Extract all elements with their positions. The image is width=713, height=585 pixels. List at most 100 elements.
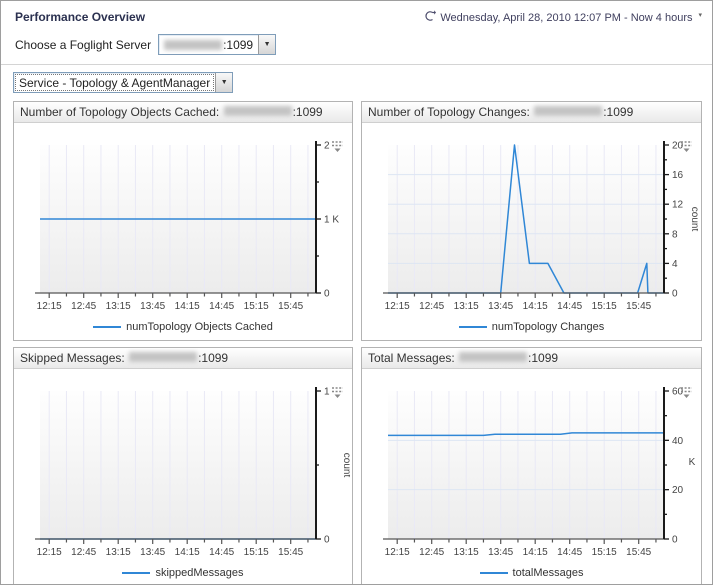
chart-title: Skipped Messages: :1099 <box>14 348 352 369</box>
page-title: Performance Overview <box>15 10 146 24</box>
svg-text:15:45: 15:45 <box>278 547 303 558</box>
redacted-server-name <box>129 352 198 362</box>
chart-body: 12:15 12:45 13:15 13:45 14:15 14:45 15:15 15:45… <box>14 383 352 584</box>
svg-text:13:15: 13:15 <box>454 547 479 558</box>
svg-text:16: 16 <box>672 170 684 181</box>
svg-text:4: 4 <box>672 259 678 270</box>
line-chart-topology-objects-cached: 12:15 12:45 13:15 13:45 14:15 14:45 15:15 15:45… <box>35 141 339 312</box>
server-selector-value: :1099 <box>159 35 258 54</box>
chart-panel-total-messages: Total Messages: :1099 12:15 12:45 13:15 13:… <box>361 347 702 584</box>
svg-text:2: 2 <box>324 141 330 152</box>
time-range-caret-icon: ▾ <box>698 11 702 19</box>
svg-text:15:15: 15:15 <box>592 547 617 558</box>
chart-legend: numTopology Changes <box>362 321 701 333</box>
svg-text:15:45: 15:45 <box>626 547 651 558</box>
charts-grid: Number of Topology Objects Cached: :1099… <box>1 99 712 584</box>
svg-text:12:15: 12:15 <box>37 547 62 558</box>
svg-text:15:15: 15:15 <box>592 301 617 312</box>
svg-text:12:15: 12:15 <box>385 547 410 558</box>
svg-text:13:15: 13:15 <box>106 301 131 312</box>
legend-line-sample <box>122 572 151 574</box>
svg-text:40: 40 <box>672 436 684 447</box>
svg-text:14:15: 14:15 <box>523 547 548 558</box>
server-selector-label: Choose a Foglight Server <box>15 37 152 52</box>
svg-text:15:45: 15:45 <box>626 301 651 312</box>
chart-title: Number of Topology Changes: :1099 <box>362 102 701 123</box>
legend-label: totalMessages <box>512 567 584 579</box>
svg-text:K: K <box>689 457 696 468</box>
legend-line-sample <box>458 326 487 328</box>
time-range-text: Wednesday, April 28, 2010 12:07 PM - Now… <box>440 11 693 24</box>
svg-text:1: 1 <box>324 387 330 398</box>
legend-label: skippedMessages <box>155 567 244 579</box>
redacted-server-name <box>534 106 603 116</box>
redacted-server-name <box>223 106 292 116</box>
chart-panel-skipped-messages: Skipped Messages: :1099 12:15 12:45 13:15 1… <box>13 347 353 584</box>
svg-text:12:45: 12:45 <box>419 301 444 312</box>
svg-text:12:15: 12:15 <box>37 301 62 312</box>
chart-options-icon[interactable] <box>678 386 694 399</box>
svg-text:0: 0 <box>672 289 678 300</box>
svg-text:13:45: 13:45 <box>488 547 513 558</box>
svg-text:13:45: 13:45 <box>140 301 165 312</box>
svg-text:20: 20 <box>672 485 684 496</box>
line-chart-skipped-messages: 12:15 12:45 13:15 13:45 14:15 14:45 15:15 15:45… <box>35 387 350 558</box>
time-range-icon <box>423 10 437 25</box>
line-chart-total-messages: 12:15 12:45 13:15 13:45 14:15 14:45 15:15 15:45… <box>383 387 696 558</box>
svg-text:13:45: 13:45 <box>488 301 513 312</box>
time-range-control[interactable]: Wednesday, April 28, 2010 12:07 PM - Now… <box>423 10 702 25</box>
svg-text:13:15: 13:15 <box>454 301 479 312</box>
svg-text:12:15: 12:15 <box>385 301 410 312</box>
service-selector-value: Service - Topology & AgentManager <box>14 73 215 92</box>
chart-title: Total Messages: :1099 <box>362 348 701 369</box>
separator-line <box>1 64 712 65</box>
svg-text:0: 0 <box>672 535 678 546</box>
svg-text:14:45: 14:45 <box>209 301 234 312</box>
chart-title: Number of Topology Objects Cached: :1099 <box>14 102 352 123</box>
svg-text:8: 8 <box>672 229 678 240</box>
svg-text:14:15: 14:15 <box>175 547 200 558</box>
svg-text:15:15: 15:15 <box>244 301 269 312</box>
svg-text:12:45: 12:45 <box>71 301 96 312</box>
svg-text:12: 12 <box>672 200 684 211</box>
svg-text:12:45: 12:45 <box>419 547 444 558</box>
dropdown-arrow-icon[interactable]: ▼ <box>258 35 276 54</box>
svg-text:12:45: 12:45 <box>71 547 96 558</box>
svg-text:count: count <box>341 453 350 478</box>
service-selector-row: Service - Topology & AgentManager ▼ <box>1 65 712 99</box>
legend-line-sample <box>479 572 508 574</box>
chart-legend: numTopology Objects Cached <box>14 321 352 333</box>
chart-options-icon[interactable] <box>678 140 694 153</box>
dropdown-arrow-icon[interactable]: ▼ <box>215 73 233 92</box>
chart-body: 12:15 12:45 13:15 13:45 14:15 14:45 15:15 15:45… <box>362 383 701 584</box>
svg-text:15:45: 15:45 <box>278 301 303 312</box>
svg-text:1 K: 1 K <box>324 215 339 226</box>
svg-text:14:45: 14:45 <box>557 301 582 312</box>
svg-text:14:15: 14:15 <box>523 301 548 312</box>
svg-text:0: 0 <box>324 289 330 300</box>
header: Performance Overview Wednesday, April 28… <box>1 1 712 25</box>
svg-text:14:15: 14:15 <box>175 301 200 312</box>
redacted-server-name <box>459 352 528 362</box>
server-selector-dropdown[interactable]: :1099 ▼ <box>158 34 277 55</box>
chart-body: 12:15 12:45 13:15 13:45 14:15 14:45 15:15 15:45… <box>14 137 352 340</box>
service-selector-dropdown[interactable]: Service - Topology & AgentManager ▼ <box>13 72 234 93</box>
server-selector-row: Choose a Foglight Server :1099 ▼ <box>1 25 712 64</box>
chart-legend: totalMessages <box>362 567 701 579</box>
svg-text:20: 20 <box>672 141 684 152</box>
legend-label: numTopology Changes <box>491 321 605 333</box>
chart-panel-topology-changes: Number of Topology Changes: :1099 12:15 1… <box>361 101 702 341</box>
chart-panel-topology-objects-cached: Number of Topology Objects Cached: :1099… <box>13 101 353 341</box>
redacted-server-name <box>164 39 223 50</box>
chart-options-icon[interactable] <box>329 140 345 153</box>
svg-text:14:45: 14:45 <box>557 547 582 558</box>
chart-legend: skippedMessages <box>14 567 352 579</box>
chart-options-icon[interactable] <box>329 386 345 399</box>
svg-text:13:15: 13:15 <box>106 547 131 558</box>
svg-text:0: 0 <box>324 535 330 546</box>
line-chart-topology-changes: 12:15 12:45 13:15 13:45 14:15 14:45 15:15 15:45… <box>383 141 698 312</box>
svg-text:14:45: 14:45 <box>209 547 234 558</box>
svg-text:13:45: 13:45 <box>140 547 165 558</box>
svg-text:15:15: 15:15 <box>244 547 269 558</box>
